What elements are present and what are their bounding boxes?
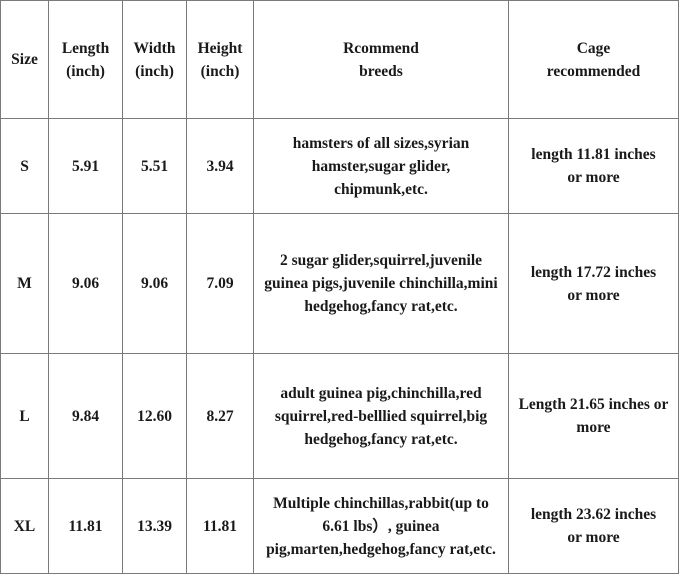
height-cell: 11.81 (186, 478, 254, 574)
header-row: Size Length (inch) Width (inch) Height (… (0, 0, 679, 119)
table-row: L 9.84 12.60 8.27 adult guinea pig,chinc… (0, 353, 679, 479)
cage-cell: length 11.81 inches or more (508, 118, 679, 214)
size-cell: S (0, 118, 49, 214)
header-size: Size (0, 0, 49, 119)
cage-cell: Length 21.65 inches or more (508, 353, 679, 479)
width-cell: 12.60 (122, 353, 187, 479)
header-breeds: Rcommend breeds (253, 0, 509, 119)
length-cell: 11.81 (48, 478, 123, 574)
breeds-cell: adult guinea pig,chinchilla,red squirrel… (253, 353, 509, 479)
cage-cell: length 23.62 inches or more (508, 478, 679, 574)
breeds-cell: Multiple chinchillas,rabbit(up to 6.61 l… (253, 478, 509, 574)
table-row: XL 11.81 13.39 11.81 Multiple chinchilla… (0, 478, 679, 574)
header-width: Width (inch) (122, 0, 187, 119)
breeds-cell: 2 sugar glider,squirrel,juvenile guinea … (253, 213, 509, 354)
size-cell: L (0, 353, 49, 479)
size-cell: M (0, 213, 49, 354)
header-length: Length (inch) (48, 0, 123, 119)
length-cell: 9.84 (48, 353, 123, 479)
length-cell: 9.06 (48, 213, 123, 354)
cage-cell: length 17.72 inches or more (508, 213, 679, 354)
length-cell: 5.91 (48, 118, 123, 214)
height-cell: 3.94 (186, 118, 254, 214)
table-row: S 5.91 5.51 3.94 hamsters of all sizes,s… (0, 118, 679, 214)
table-row: M 9.06 9.06 7.09 2 sugar glider,squirrel… (0, 213, 679, 354)
width-cell: 5.51 (122, 118, 187, 214)
height-cell: 7.09 (186, 213, 254, 354)
width-cell: 9.06 (122, 213, 187, 354)
size-cell: XL (0, 478, 49, 574)
width-cell: 13.39 (122, 478, 187, 574)
header-height: Height (inch) (186, 0, 254, 119)
header-cage: Cage recommended (508, 0, 679, 119)
height-cell: 8.27 (186, 353, 254, 479)
breeds-cell: hamsters of all sizes,syrian hamster,sug… (253, 118, 509, 214)
